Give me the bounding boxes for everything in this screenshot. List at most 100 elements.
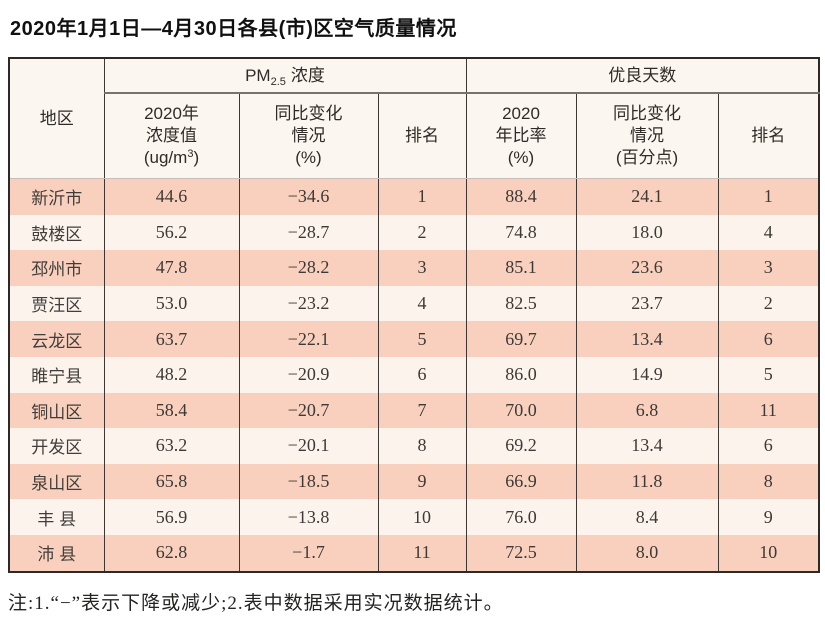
col-header-pm-change: 同比变化 情况 (%): [238, 93, 379, 179]
footnote: 注:1.“−”表示下降或减少;2.表中数据采用实况数据统计。: [8, 593, 504, 614]
pm-rank-cell: 4: [377, 285, 467, 322]
pm-change-cell: −1.7: [238, 534, 379, 572]
pm-value-cell: 63.7: [103, 321, 240, 357]
pm-rank-cell: 9: [377, 463, 467, 500]
pm-value-cell: 56.9: [103, 499, 240, 535]
col-header-good-change: 同比变化 情况 (百分点): [575, 93, 719, 179]
good-change-cell: 11.8: [575, 463, 719, 500]
table-row: 贾汪区 53.0 −23.2 4 82.5 23.7 2: [8, 285, 820, 322]
pm25-label-post: 浓度: [290, 65, 325, 85]
pm-rank-cell: 3: [377, 250, 467, 286]
good-change-cell: 23.7: [575, 285, 719, 322]
group-header-row: 地区 PM2.5 浓度 优良天数: [8, 58, 820, 179]
pm25-label-subscript: 2.5: [270, 75, 286, 88]
table-row: 泉山区 65.8 −18.5 9 66.9 11.8 8: [8, 463, 820, 500]
table-row: 铜山区 58.4 −20.7 7 70.0 6.8 11: [8, 392, 820, 429]
good-ratio-cell: 86.0: [465, 356, 577, 393]
pm-value-cell: 48.2: [103, 356, 240, 393]
col-group-good-days: 优良天数: [465, 58, 820, 94]
pm-change-cell: −20.1: [238, 428, 379, 464]
pm25-label-pre: PM: [245, 65, 271, 85]
col-header-region: 地区: [8, 58, 105, 179]
region-cell: 鼓楼区: [8, 214, 105, 251]
pm-value-line3: (ug/m3): [143, 148, 200, 167]
good-change-cell: 6.8: [575, 392, 719, 429]
col-group-pm25: PM2.5 浓度: [103, 58, 467, 94]
pm-rank-cell: 11: [377, 534, 467, 572]
good-rank-cell: 3: [717, 250, 820, 286]
pm-value-line1: 2020年: [144, 104, 199, 123]
pm-rank-cell: 2: [377, 214, 467, 251]
good-change-cell: 13.4: [575, 428, 719, 464]
good-ratio-cell: 82.5: [465, 285, 577, 322]
good-ratio-cell: 70.0: [465, 392, 577, 429]
good-ratio-cell: 85.1: [465, 250, 577, 286]
good-ratio-cell: 69.7: [465, 321, 577, 357]
col-header-good-ratio: 2020 年比率 (%): [465, 93, 577, 179]
pm-value-cell: 63.2: [103, 428, 240, 464]
good-ratio-cell: 69.2: [465, 428, 577, 464]
good-rank-cell: 6: [717, 321, 820, 357]
good-rank-cell: 4: [717, 214, 820, 251]
pm-change-cell: −22.1: [238, 321, 379, 357]
pm-rank-cell: 1: [377, 178, 467, 215]
col-header-good-rank: 排名: [717, 93, 820, 179]
table-row: 开发区 63.2 −20.1 8 69.2 13.4 6: [8, 428, 820, 464]
region-cell: 铜山区: [8, 392, 105, 429]
pm-value-cell: 58.4: [103, 392, 240, 429]
sub-header-row: 2020年 浓度值 (ug/m3) 同比变化 情况 (%) 排名 2020 年比…: [9, 93, 820, 179]
pm-rank-cell: 10: [377, 499, 467, 535]
pm-value-cell: 65.8: [103, 463, 240, 500]
region-cell: 新沂市: [8, 178, 105, 215]
pm-change-cell: −20.7: [238, 392, 379, 429]
good-change-cell: 8.0: [575, 534, 719, 572]
table-row: 鼓楼区 56.2 −28.7 2 74.8 18.0 4: [8, 214, 820, 251]
region-cell: 泉山区: [8, 463, 105, 500]
good-change-cell: 14.9: [575, 356, 719, 393]
good-rank-cell: 1: [717, 178, 820, 215]
good-rank-cell: 2: [717, 285, 820, 322]
region-cell: 开发区: [8, 428, 105, 464]
pm-change-cell: −28.7: [238, 214, 379, 251]
region-cell: 沛 县: [8, 534, 105, 572]
good-change-cell: 8.4: [575, 499, 719, 535]
table-row: 新沂市 44.6 −34.6 1 88.4 24.1 1: [8, 178, 820, 215]
table-row: 邳州市 47.8 −28.2 3 85.1 23.6 3: [8, 250, 820, 286]
table-row: 云龙区 63.7 −22.1 5 69.7 13.4 6: [8, 321, 820, 357]
region-cell: 睢宁县: [8, 356, 105, 393]
pm-change-cell: −20.9: [238, 356, 379, 393]
table-row: 沛 县 62.8 −1.7 11 72.5 8.0 10: [8, 534, 820, 572]
pm-rank-cell: 5: [377, 321, 467, 357]
region-cell: 云龙区: [8, 321, 105, 357]
good-change-cell: 13.4: [575, 321, 719, 357]
good-change-cell: 18.0: [575, 214, 719, 251]
page-title: 2020年1月1日—4月30日各县(市)区空气质量情况: [10, 18, 457, 40]
pm-value-cell: 56.2: [103, 214, 240, 251]
good-rank-cell: 6: [717, 428, 820, 464]
good-rank-cell: 10: [717, 534, 820, 572]
good-ratio-cell: 74.8: [465, 214, 577, 251]
region-cell: 邳州市: [8, 250, 105, 286]
good-rank-cell: 11: [717, 392, 820, 429]
good-ratio-cell: 72.5: [465, 534, 577, 572]
pm-change-cell: −13.8: [238, 499, 379, 535]
pm-change-cell: −34.6: [238, 178, 379, 215]
good-change-cell: 24.1: [575, 178, 719, 215]
pm-rank-cell: 6: [377, 356, 467, 393]
pm-value-cell: 47.8: [103, 250, 240, 286]
pm-change-cell: −23.2: [238, 285, 379, 322]
good-change-cell: 23.6: [575, 250, 719, 286]
table-row: 睢宁县 48.2 −20.9 6 86.0 14.9 5: [8, 356, 820, 393]
pm-rank-cell: 8: [377, 428, 467, 464]
good-rank-cell: 9: [717, 499, 820, 535]
cubed-superscript: 3: [187, 148, 194, 160]
good-ratio-cell: 66.9: [465, 463, 577, 500]
good-rank-cell: 8: [717, 463, 820, 500]
table-header: 地区 PM2.5 浓度 优良天数 2020年 浓度值 (ug/m3) 同比变化 情…: [8, 58, 820, 179]
pm-change-cell: −28.2: [238, 250, 379, 286]
good-ratio-cell: 88.4: [465, 178, 577, 215]
air-quality-table: 地区 PM2.5 浓度 优良天数 2020年 浓度值 (ug/m3) 同比变化 情…: [8, 57, 820, 573]
pm-value-cell: 53.0: [103, 285, 240, 322]
table-body: 新沂市 44.6 −34.6 1 88.4 24.1 1 鼓楼区 56.2 −2…: [8, 178, 820, 572]
